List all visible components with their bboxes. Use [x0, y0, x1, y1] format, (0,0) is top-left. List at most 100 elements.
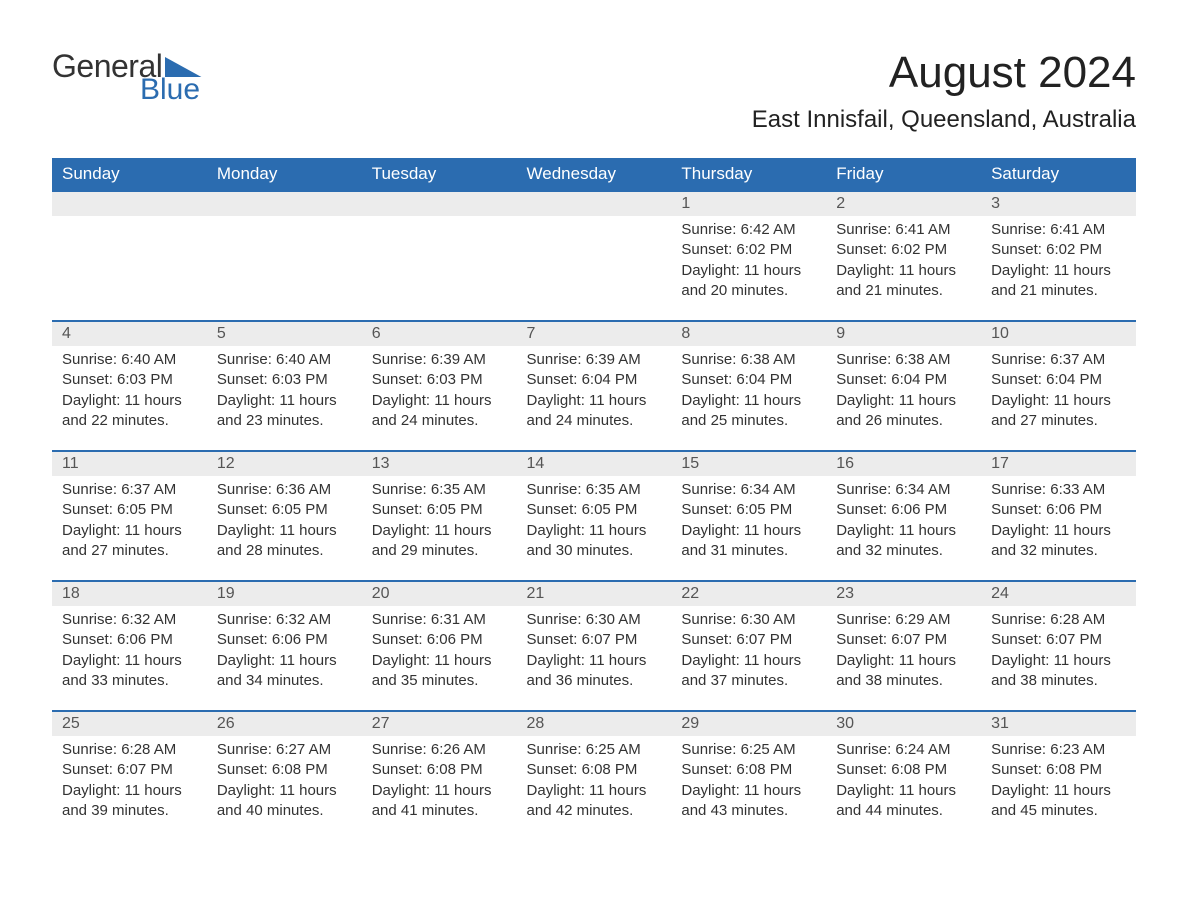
cell-line-sunrise: Sunrise: 6:37 AM — [62, 480, 197, 500]
cell-line-daylight1: Daylight: 11 hours — [527, 391, 662, 411]
calendar-cell — [517, 191, 672, 321]
cell-line-sunset: Sunset: 6:04 PM — [527, 370, 662, 390]
cell-line-daylight2: and 39 minutes. — [62, 801, 197, 821]
cell-line-sunset: Sunset: 6:06 PM — [836, 500, 971, 520]
cell-line-daylight1: Daylight: 11 hours — [217, 781, 352, 801]
cell-line-sunrise: Sunrise: 6:42 AM — [681, 220, 816, 240]
day-number: 22 — [671, 582, 826, 606]
cell-body: Sunrise: 6:42 AMSunset: 6:02 PMDaylight:… — [671, 216, 826, 307]
weekday-header: Friday — [826, 158, 981, 191]
cell-line-sunrise: Sunrise: 6:39 AM — [372, 350, 507, 370]
cell-line-sunset: Sunset: 6:05 PM — [62, 500, 197, 520]
cell-line-daylight2: and 27 minutes. — [62, 541, 197, 561]
calendar-cell: 29Sunrise: 6:25 AMSunset: 6:08 PMDayligh… — [671, 711, 826, 840]
cell-line-sunset: Sunset: 6:05 PM — [372, 500, 507, 520]
cell-line-daylight1: Daylight: 11 hours — [991, 521, 1126, 541]
calendar-week: 18Sunrise: 6:32 AMSunset: 6:06 PMDayligh… — [52, 581, 1136, 711]
weekday-header: Wednesday — [517, 158, 672, 191]
cell-line-daylight1: Daylight: 11 hours — [681, 651, 816, 671]
cell-line-daylight1: Daylight: 11 hours — [991, 651, 1126, 671]
day-number: 2 — [826, 192, 981, 216]
cell-body: Sunrise: 6:28 AMSunset: 6:07 PMDaylight:… — [52, 736, 207, 827]
cell-line-sunset: Sunset: 6:07 PM — [62, 760, 197, 780]
calendar-cell: 6Sunrise: 6:39 AMSunset: 6:03 PMDaylight… — [362, 321, 517, 451]
cell-body: Sunrise: 6:31 AMSunset: 6:06 PMDaylight:… — [362, 606, 517, 697]
cell-line-daylight2: and 42 minutes. — [527, 801, 662, 821]
cell-line-sunrise: Sunrise: 6:34 AM — [681, 480, 816, 500]
cell-line-daylight2: and 29 minutes. — [372, 541, 507, 561]
cell-body: Sunrise: 6:25 AMSunset: 6:08 PMDaylight:… — [517, 736, 672, 827]
cell-line-sunset: Sunset: 6:08 PM — [217, 760, 352, 780]
cell-body: Sunrise: 6:39 AMSunset: 6:03 PMDaylight:… — [362, 346, 517, 437]
cell-line-daylight2: and 24 minutes. — [527, 411, 662, 431]
cell-line-sunrise: Sunrise: 6:37 AM — [991, 350, 1126, 370]
calendar-cell: 19Sunrise: 6:32 AMSunset: 6:06 PMDayligh… — [207, 581, 362, 711]
calendar-cell: 2Sunrise: 6:41 AMSunset: 6:02 PMDaylight… — [826, 191, 981, 321]
cell-line-daylight2: and 27 minutes. — [991, 411, 1126, 431]
day-number: 3 — [981, 192, 1136, 216]
cell-line-daylight1: Daylight: 11 hours — [836, 781, 971, 801]
cell-line-sunset: Sunset: 6:06 PM — [62, 630, 197, 650]
day-number: 18 — [52, 582, 207, 606]
day-number: 1 — [671, 192, 826, 216]
cell-body: Sunrise: 6:36 AMSunset: 6:05 PMDaylight:… — [207, 476, 362, 567]
cell-line-sunrise: Sunrise: 6:26 AM — [372, 740, 507, 760]
cell-line-daylight1: Daylight: 11 hours — [372, 391, 507, 411]
cell-line-daylight1: Daylight: 11 hours — [527, 521, 662, 541]
day-number: 17 — [981, 452, 1136, 476]
cell-line-sunset: Sunset: 6:07 PM — [836, 630, 971, 650]
cell-line-sunset: Sunset: 6:03 PM — [62, 370, 197, 390]
cell-line-sunrise: Sunrise: 6:23 AM — [991, 740, 1126, 760]
day-number: 14 — [517, 452, 672, 476]
cell-line-sunset: Sunset: 6:07 PM — [527, 630, 662, 650]
cell-line-sunrise: Sunrise: 6:31 AM — [372, 610, 507, 630]
cell-line-daylight2: and 22 minutes. — [62, 411, 197, 431]
calendar-cell: 12Sunrise: 6:36 AMSunset: 6:05 PMDayligh… — [207, 451, 362, 581]
cell-body: Sunrise: 6:37 AMSunset: 6:04 PMDaylight:… — [981, 346, 1136, 437]
day-number: 21 — [517, 582, 672, 606]
cell-line-sunrise: Sunrise: 6:32 AM — [217, 610, 352, 630]
calendar-week: 4Sunrise: 6:40 AMSunset: 6:03 PMDaylight… — [52, 321, 1136, 451]
calendar-cell: 23Sunrise: 6:29 AMSunset: 6:07 PMDayligh… — [826, 581, 981, 711]
cell-line-daylight1: Daylight: 11 hours — [681, 781, 816, 801]
calendar-cell: 31Sunrise: 6:23 AMSunset: 6:08 PMDayligh… — [981, 711, 1136, 840]
day-number: 27 — [362, 712, 517, 736]
cell-line-daylight1: Daylight: 11 hours — [681, 521, 816, 541]
calendar-cell: 7Sunrise: 6:39 AMSunset: 6:04 PMDaylight… — [517, 321, 672, 451]
cell-line-sunrise: Sunrise: 6:29 AM — [836, 610, 971, 630]
cell-line-daylight1: Daylight: 11 hours — [62, 391, 197, 411]
cell-body: Sunrise: 6:23 AMSunset: 6:08 PMDaylight:… — [981, 736, 1136, 827]
logo-text-blue: Blue — [140, 73, 200, 107]
calendar-cell: 9Sunrise: 6:38 AMSunset: 6:04 PMDaylight… — [826, 321, 981, 451]
cell-line-daylight1: Daylight: 11 hours — [62, 651, 197, 671]
cell-line-sunset: Sunset: 6:08 PM — [681, 760, 816, 780]
cell-line-daylight1: Daylight: 11 hours — [836, 651, 971, 671]
calendar-week: 1Sunrise: 6:42 AMSunset: 6:02 PMDaylight… — [52, 191, 1136, 321]
day-number: 8 — [671, 322, 826, 346]
cell-line-sunrise: Sunrise: 6:41 AM — [991, 220, 1126, 240]
calendar-cell: 26Sunrise: 6:27 AMSunset: 6:08 PMDayligh… — [207, 711, 362, 840]
logo-mark-icon — [165, 57, 201, 77]
cell-body: Sunrise: 6:40 AMSunset: 6:03 PMDaylight:… — [52, 346, 207, 437]
calendar-head: SundayMondayTuesdayWednesdayThursdayFrid… — [52, 158, 1136, 191]
weekday-header: Tuesday — [362, 158, 517, 191]
cell-body: Sunrise: 6:32 AMSunset: 6:06 PMDaylight:… — [52, 606, 207, 697]
day-number — [52, 192, 207, 216]
cell-line-daylight2: and 34 minutes. — [217, 671, 352, 691]
cell-line-sunset: Sunset: 6:04 PM — [836, 370, 971, 390]
cell-line-daylight2: and 32 minutes. — [991, 541, 1126, 561]
cell-body: Sunrise: 6:37 AMSunset: 6:05 PMDaylight:… — [52, 476, 207, 567]
cell-line-daylight1: Daylight: 11 hours — [836, 521, 971, 541]
calendar-cell — [52, 191, 207, 321]
day-number: 16 — [826, 452, 981, 476]
cell-body: Sunrise: 6:32 AMSunset: 6:06 PMDaylight:… — [207, 606, 362, 697]
calendar-cell: 25Sunrise: 6:28 AMSunset: 6:07 PMDayligh… — [52, 711, 207, 840]
cell-line-sunrise: Sunrise: 6:27 AM — [217, 740, 352, 760]
day-number: 7 — [517, 322, 672, 346]
cell-body: Sunrise: 6:27 AMSunset: 6:08 PMDaylight:… — [207, 736, 362, 827]
day-number: 26 — [207, 712, 362, 736]
cell-line-daylight1: Daylight: 11 hours — [836, 391, 971, 411]
calendar-cell — [207, 191, 362, 321]
calendar-cell: 20Sunrise: 6:31 AMSunset: 6:06 PMDayligh… — [362, 581, 517, 711]
cell-body: Sunrise: 6:39 AMSunset: 6:04 PMDaylight:… — [517, 346, 672, 437]
